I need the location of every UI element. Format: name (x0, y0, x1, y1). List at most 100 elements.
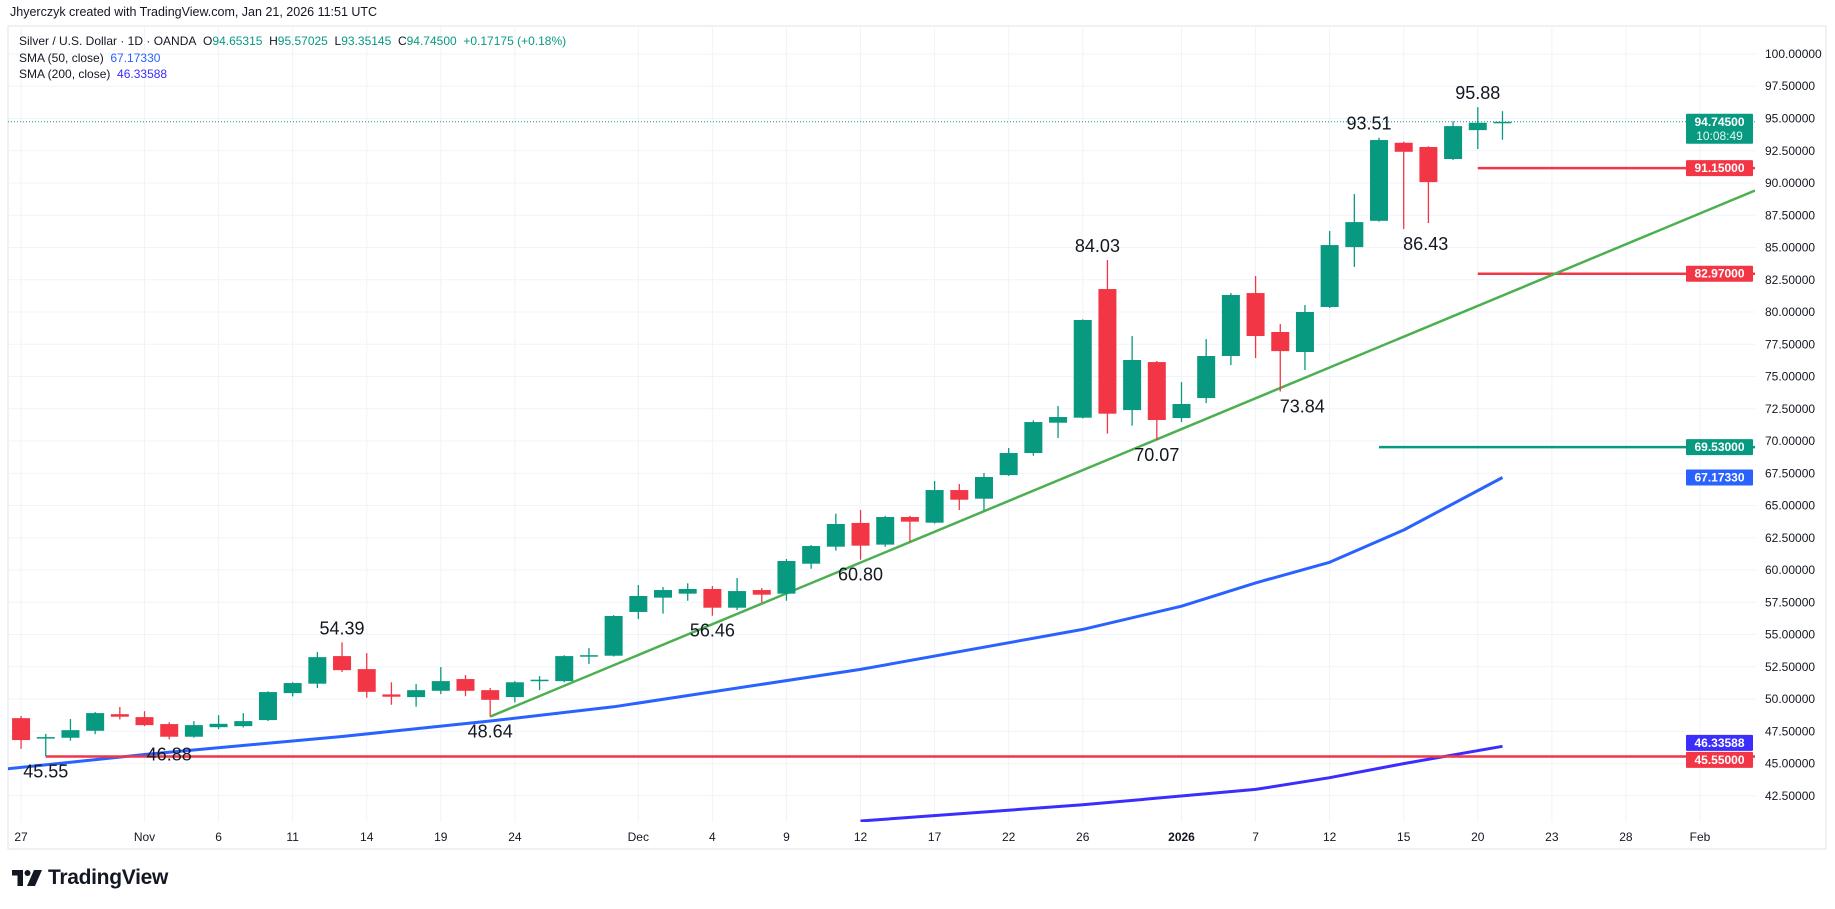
candle[interactable] (36, 733, 55, 757)
candle[interactable] (333, 642, 352, 672)
candle[interactable] (12, 716, 31, 749)
candle[interactable] (1345, 194, 1364, 267)
price-axis-badge[interactable]: 46.33588 (1686, 734, 1753, 751)
candle[interactable] (258, 691, 277, 721)
price-tick-label: 47.50000 (1765, 724, 1815, 738)
candle[interactable] (530, 676, 549, 691)
sma200-line (860, 744, 1503, 822)
candle-body (654, 590, 673, 598)
candle[interactable] (481, 688, 500, 717)
price-axis-badge[interactable]: 69.53000 (1686, 439, 1753, 456)
plot-area[interactable] (0, 107, 1755, 822)
candle[interactable] (579, 648, 598, 665)
candle[interactable] (135, 711, 154, 727)
candle[interactable] (456, 675, 475, 697)
candle[interactable] (728, 578, 747, 611)
candle[interactable] (1370, 137, 1389, 222)
candle-body (1221, 294, 1240, 357)
candle[interactable] (1172, 382, 1191, 423)
low-value: 93.35145 (341, 34, 392, 48)
price-annotation: 60.80 (838, 565, 883, 585)
candle[interactable] (209, 715, 228, 730)
candle[interactable] (357, 653, 376, 698)
candle[interactable] (752, 588, 771, 603)
candle[interactable] (1197, 339, 1216, 404)
candle[interactable] (925, 481, 944, 524)
price-axis-badge[interactable]: 45.55000 (1686, 751, 1753, 768)
price-annotation: 48.64 (468, 722, 513, 742)
price-tick-label: 80.00000 (1765, 305, 1815, 319)
sma200-label: SMA (200, close) (19, 67, 111, 81)
candle[interactable] (1320, 230, 1339, 309)
candle[interactable] (1024, 420, 1043, 456)
candle[interactable] (1394, 141, 1413, 230)
candle[interactable] (61, 719, 80, 741)
tradingview-logo[interactable]: TradingView (12, 866, 168, 890)
price-tick-label: 70.00000 (1765, 434, 1815, 448)
candle[interactable] (1493, 111, 1512, 140)
price-tick-label: 62.50000 (1765, 531, 1815, 545)
candle[interactable] (777, 558, 796, 601)
candle[interactable] (234, 713, 253, 728)
candle[interactable] (900, 515, 919, 542)
price-annotation: 45.55 (23, 761, 68, 781)
symbol-legend-row[interactable]: Silver / U.S. Dollar · 1D · OANDA O94.65… (19, 33, 566, 50)
price-tick-label: 75.00000 (1765, 370, 1815, 384)
candle[interactable] (604, 615, 623, 657)
candle[interactable] (876, 515, 895, 547)
candle[interactable] (555, 655, 574, 683)
candle[interactable] (1147, 361, 1166, 441)
candle[interactable] (1246, 276, 1265, 359)
open-label: O (203, 34, 213, 48)
candle[interactable] (86, 712, 105, 735)
candle[interactable] (407, 684, 426, 707)
sma50-legend-row[interactable]: SMA (50, close) 67.17330 (19, 50, 566, 67)
price-axis-badge[interactable]: 82.97000 (1686, 265, 1753, 282)
candle[interactable] (505, 681, 524, 703)
candle[interactable] (1098, 260, 1117, 434)
time-tick-label: 2026 (1168, 830, 1195, 844)
candle[interactable] (999, 447, 1018, 476)
candle[interactable] (431, 667, 450, 695)
candle[interactable] (308, 652, 327, 689)
candle[interactable] (703, 586, 722, 616)
candle[interactable] (382, 682, 401, 705)
candle[interactable] (1221, 293, 1240, 366)
candle-body (703, 589, 722, 608)
candle[interactable] (184, 721, 203, 738)
candle[interactable] (802, 545, 821, 569)
candle[interactable] (1123, 336, 1142, 426)
candle[interactable] (1049, 406, 1068, 439)
candle[interactable] (629, 585, 648, 620)
candle[interactable] (950, 483, 969, 511)
candle[interactable] (1073, 319, 1092, 419)
candle[interactable] (110, 707, 129, 720)
badge-background (1686, 113, 1753, 144)
price-axis-badge[interactable]: 91.15000 (1686, 160, 1753, 177)
candle[interactable] (654, 587, 673, 614)
candle-body (308, 657, 327, 684)
candle[interactable] (974, 473, 993, 511)
candle[interactable] (283, 682, 302, 697)
price-tick-label: 57.50000 (1765, 595, 1815, 609)
candle-body (1394, 142, 1413, 152)
candle-body (950, 490, 969, 500)
candle[interactable] (1295, 305, 1314, 371)
price-axis-badge[interactable]: 67.17330 (1686, 469, 1753, 486)
time-axis[interactable]: 27 Nov 6 11 14 19 24 Dec 4 9 12 17 22 26 2026 7 12 15 20 23… (14, 830, 1710, 844)
candle[interactable] (851, 510, 870, 560)
candle[interactable] (1419, 146, 1438, 224)
sma200-legend-row[interactable]: SMA (200, close) 46.33588 (19, 66, 566, 83)
candle[interactable] (1468, 107, 1487, 150)
candle[interactable] (1444, 121, 1463, 161)
candle[interactable] (1271, 324, 1290, 392)
candle[interactable] (678, 583, 697, 601)
price-axis[interactable]: 100.00000 97.50000 95.00000 92.50000 90.0000… (1765, 47, 1822, 803)
trendline[interactable] (489, 189, 1755, 718)
candle[interactable] (160, 722, 179, 740)
candle-body (1468, 122, 1487, 131)
candle[interactable] (826, 513, 845, 551)
